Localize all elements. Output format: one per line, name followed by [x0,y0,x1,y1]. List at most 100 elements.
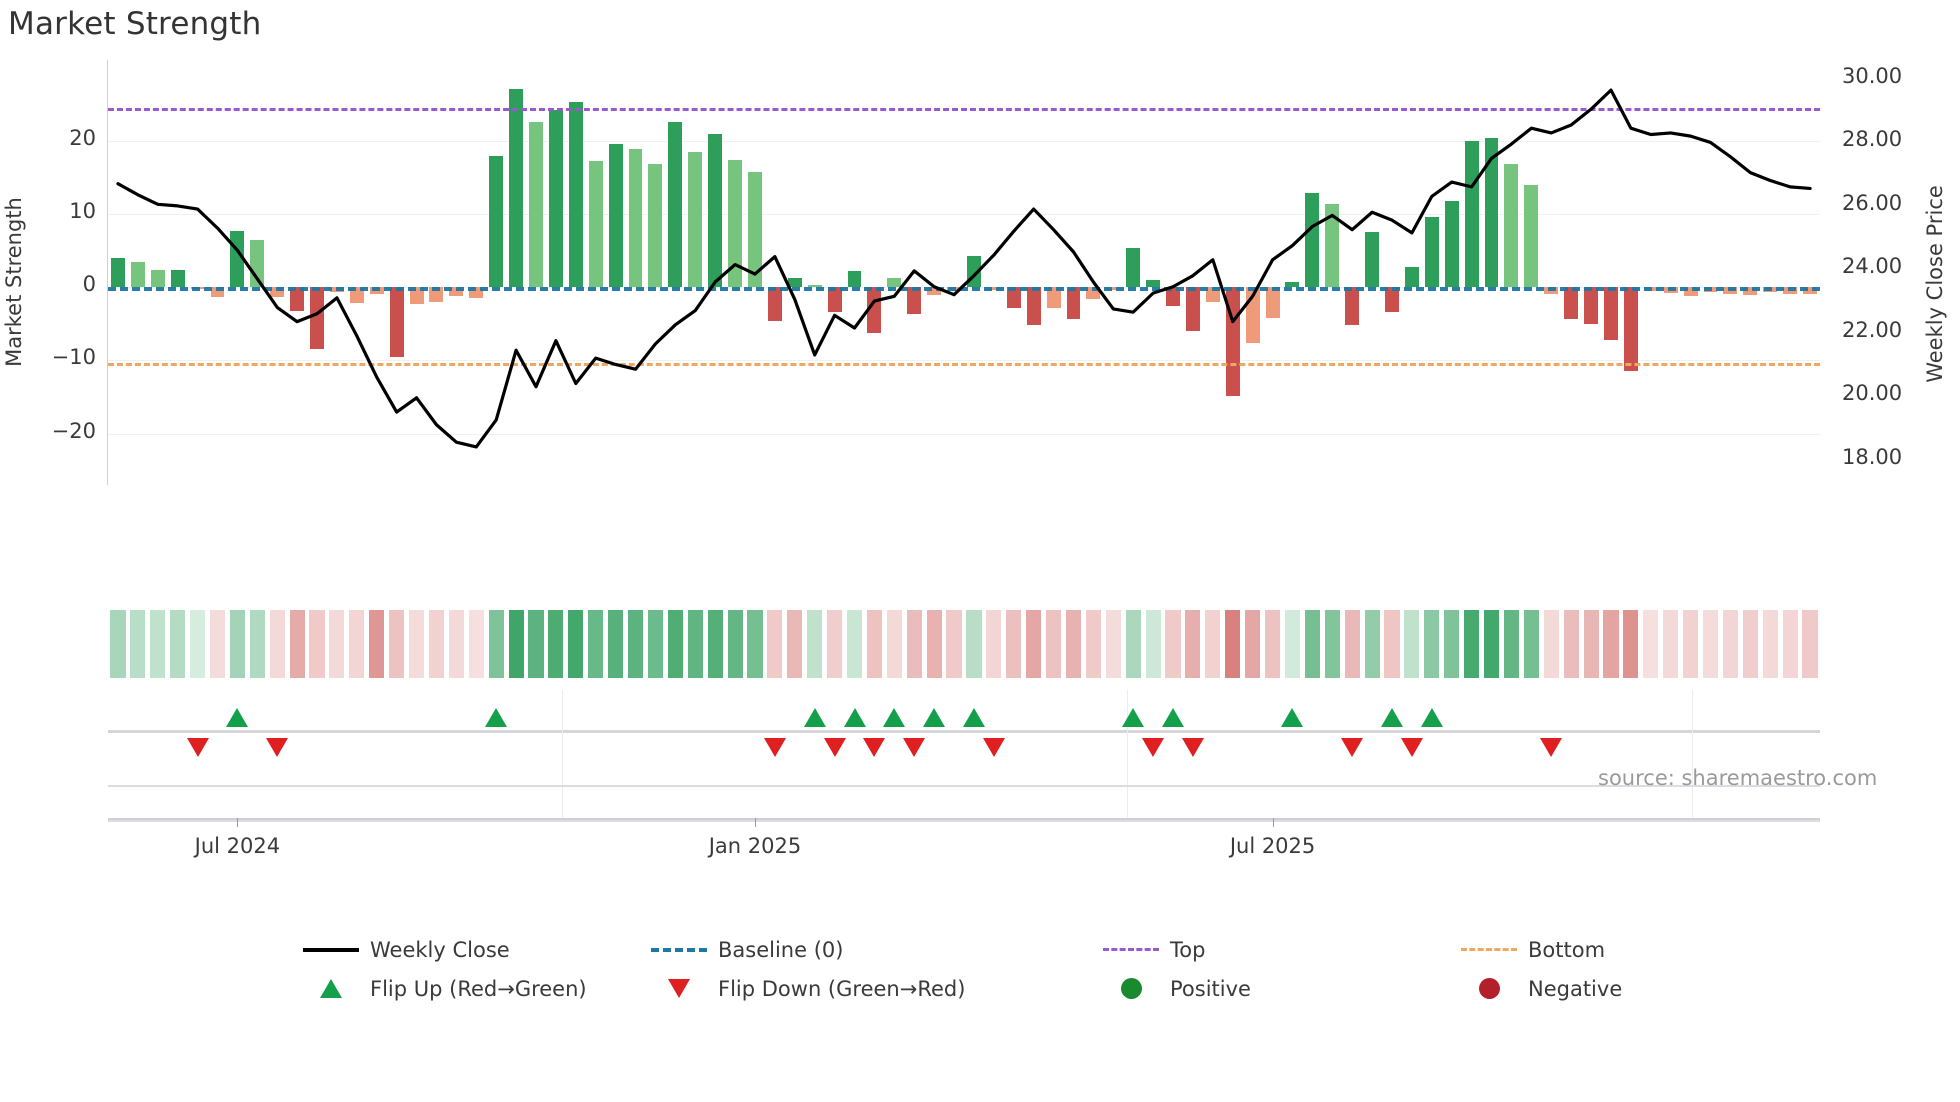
market-strength-bar[interactable] [1464,141,1479,288]
market-strength-bar[interactable] [1305,192,1320,288]
legend-item[interactable]: Flip Down (Green→Red) [648,969,965,1008]
market-strength-bar[interactable] [767,287,782,321]
heat-strip-cell[interactable] [1145,610,1161,678]
heat-strip-cell[interactable] [468,610,484,678]
market-strength-bar[interactable] [130,262,145,288]
heat-strip-cell[interactable] [1245,610,1261,678]
market-strength-bar[interactable] [688,151,703,288]
market-strength-bar[interactable] [668,121,683,288]
market-strength-bar[interactable] [887,278,902,288]
flip-down-marker-icon[interactable] [1400,738,1423,757]
heat-strip-cell[interactable] [508,610,524,678]
heat-strip-cell[interactable] [886,610,902,678]
heat-strip-cell[interactable] [1683,610,1699,678]
legend-item[interactable]: Top [1100,930,1205,969]
flip-down-marker-icon[interactable] [266,738,289,757]
heat-strip-cell[interactable] [906,610,922,678]
heat-strip-cell[interactable] [1663,610,1679,678]
market-strength-bar[interactable] [1424,216,1439,288]
market-strength-bar[interactable] [290,287,305,311]
heat-strip-cell[interactable] [150,610,166,678]
heat-strip-cell[interactable] [1782,610,1798,678]
heat-strip-cell[interactable] [986,610,1002,678]
heat-strip-cell[interactable] [1762,610,1778,678]
legend-item[interactable]: Bottom [1458,930,1605,969]
market-strength-bar[interactable] [608,144,623,288]
heat-strip-cell[interactable] [1543,610,1559,678]
market-strength-bar[interactable] [787,277,802,288]
heat-strip-cell[interactable] [707,610,723,678]
market-strength-bar[interactable] [1026,287,1041,326]
heat-strip-cell[interactable] [548,610,564,678]
market-strength-bar[interactable] [449,287,464,296]
heat-strip-cell[interactable] [926,610,942,678]
market-strength-bar[interactable] [1444,200,1459,288]
heat-strip-cell[interactable] [1026,610,1042,678]
heat-strip-cell[interactable] [1344,610,1360,678]
heat-strip-cell[interactable] [1583,610,1599,678]
heat-strip-cell[interactable] [1105,610,1121,678]
market-strength-bar[interactable] [389,287,404,358]
heat-strip-cell[interactable] [209,610,226,678]
market-strength-bar[interactable] [568,101,583,288]
heat-strip-cell[interactable] [727,610,743,678]
flip-down-marker-icon[interactable] [1181,738,1204,757]
market-strength-bar[interactable] [548,109,563,288]
market-strength-bar[interactable] [1146,279,1161,288]
heat-strip-cell[interactable] [1185,610,1201,678]
heat-strip-cell[interactable] [170,610,186,678]
market-strength-bar[interactable] [708,134,723,288]
flip-up-marker-icon[interactable] [1162,708,1185,727]
market-strength-bar[interactable] [1066,287,1081,319]
market-strength-bar[interactable] [1325,203,1340,288]
heat-strip-cell[interactable] [488,610,504,678]
heat-strip-cell[interactable] [1523,610,1539,678]
market-strength-bar[interactable] [489,155,504,288]
flip-down-marker-icon[interactable] [863,738,886,757]
heat-strip-cell[interactable] [1643,610,1659,678]
flip-up-marker-icon[interactable] [843,708,866,727]
heat-strip-cell[interactable] [787,610,803,678]
legend-item[interactable]: Flip Up (Red→Green) [300,969,587,1008]
market-strength-bar[interactable] [1385,287,1399,313]
heat-strip-cell[interactable] [1085,610,1101,678]
market-strength-bar[interactable] [1166,287,1180,307]
heat-strip-cell[interactable] [1065,610,1082,678]
market-strength-bar[interactable] [1345,287,1360,325]
flip-down-marker-icon[interactable] [903,738,926,757]
heat-strip-cell[interactable] [269,610,285,678]
market-strength-bar[interactable] [150,270,165,288]
market-strength-bar[interactable] [349,287,364,304]
market-strength-bar[interactable] [1524,185,1539,288]
market-strength-bar[interactable] [1046,287,1061,309]
heat-strip-cell[interactable] [428,610,445,678]
heat-strip-cell[interactable] [1424,610,1440,678]
heat-strip-cell[interactable] [1742,610,1758,678]
market-strength-bar[interactable] [529,122,543,288]
flip-down-marker-icon[interactable] [186,738,209,757]
heat-strip-cell[interactable] [946,610,962,678]
market-strength-bar[interactable] [310,287,324,349]
heat-strip-cell[interactable] [229,610,245,678]
flip-up-marker-icon[interactable] [1420,708,1443,727]
market-strength-bar[interactable] [728,159,743,288]
heat-strip-cell[interactable] [389,610,405,678]
heat-strip-cell[interactable] [827,610,843,678]
flip-up-marker-icon[interactable] [883,708,906,727]
legend-item[interactable]: Negative [1458,969,1622,1008]
heat-strip-cell[interactable] [1722,610,1738,678]
heat-strip-cell[interactable] [1802,610,1818,678]
market-strength-bar[interactable] [1604,287,1618,340]
market-strength-bar[interactable] [1365,232,1380,288]
heat-strip-cell[interactable] [309,610,325,678]
market-strength-bar[interactable] [170,269,185,288]
heat-strip-cell[interactable] [568,610,584,678]
market-strength-bar[interactable] [469,287,484,299]
flip-down-marker-icon[interactable] [1540,738,1563,757]
heat-strip-cell[interactable] [1563,610,1579,678]
market-strength-bar[interactable] [1484,138,1499,288]
heat-strip-cell[interactable] [1444,610,1460,678]
heat-strip-cell[interactable] [1304,610,1320,678]
heat-strip-cell[interactable] [627,610,644,678]
heat-strip-cell[interactable] [767,610,783,678]
